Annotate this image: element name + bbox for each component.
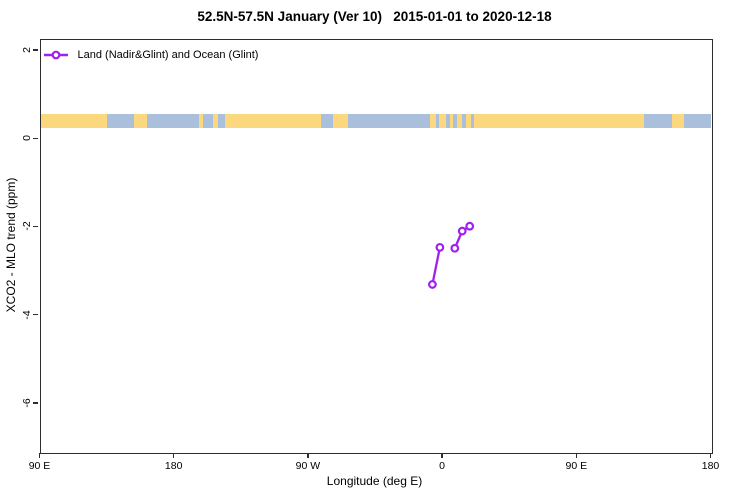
map-band-segment-ocean (203, 114, 214, 128)
legend: Land (Nadir&Glint) and Ocean (Glint) (43, 46, 259, 64)
map-band-segment-land (133, 114, 148, 128)
x-tick-label: 90 W (295, 459, 321, 472)
map-band-segment-land (466, 114, 471, 128)
map-band-segment-ocean (106, 114, 134, 128)
y-tick-label: -4 (21, 310, 33, 320)
map-band-segment-ocean (147, 114, 199, 128)
x-tick-mark (173, 452, 175, 459)
map-band-segment-ocean (217, 114, 226, 128)
data-point-marker (464, 221, 474, 231)
x-tick-label: 90 E (565, 459, 588, 472)
x-tick-mark (575, 452, 577, 459)
map-band-segment-land (213, 114, 218, 128)
map-band-segment-ocean (470, 114, 474, 128)
map-band-segment-land (40, 114, 107, 128)
map-band-segment-land (449, 114, 453, 128)
map-band-segment-land (439, 114, 447, 128)
x-tick-label: 180 (164, 459, 183, 472)
map-band-segment-ocean (320, 114, 333, 128)
chart-title: 52.5N-57.5N January (Ver 10) 2015-01-01 … (197, 9, 552, 24)
x-tick-mark (307, 452, 309, 459)
y-tick-label: -2 (21, 221, 33, 232)
x-tick-label: 180 (701, 459, 720, 472)
y-tick-mark (32, 49, 38, 51)
map-band-segment-land (225, 114, 321, 128)
y-tick-mark (32, 225, 38, 228)
y-tick-label: -6 (21, 398, 33, 408)
map-band-segment-ocean (643, 114, 672, 128)
data-point-marker (457, 226, 467, 235)
map-band-segment-land (473, 114, 644, 128)
data-series-layer (427, 221, 474, 289)
x-tick-label: 90 E (28, 459, 51, 472)
x-tick-label: 0 (439, 459, 446, 472)
x-tick-mark (709, 452, 712, 459)
y-tick-mark (32, 137, 38, 139)
y-tick-label: 2 (21, 47, 33, 53)
legend-marker-icon (43, 50, 68, 59)
map-band-segment-ocean (461, 114, 467, 128)
data-point-marker (449, 243, 459, 253)
plot-area: Land (Nadir&Glint) and Ocean (Glint) (39, 38, 713, 454)
data-point-marker (434, 242, 444, 252)
series-line (430, 246, 441, 285)
map-band-segment-land (456, 114, 462, 128)
map-band-segment-land (198, 114, 204, 128)
y-tick-mark (32, 402, 38, 404)
y-tick-label: 0 (21, 135, 33, 142)
map-band-segment-ocean (452, 114, 457, 128)
data-point-marker (427, 279, 437, 289)
y-tick-mark (32, 314, 38, 316)
map-band-segment-ocean (683, 114, 712, 128)
map-band-segment-ocean (347, 114, 431, 128)
x-tick-mark (441, 452, 443, 459)
map-band-segment-land (430, 114, 437, 128)
y-axis-title: XCO2 - MLO trend (ppm) (4, 177, 18, 313)
map-band-segment-ocean (436, 114, 440, 128)
legend-label: Land (Nadir&Glint) and Ocean (Glint) (77, 48, 259, 61)
map-band-segment-land (332, 114, 348, 128)
x-tick-mark (38, 452, 41, 459)
x-axis-title: Longitude (deg E) (326, 474, 423, 488)
map-band-segment-ocean (446, 114, 450, 128)
map-band-segment-land (671, 114, 684, 128)
